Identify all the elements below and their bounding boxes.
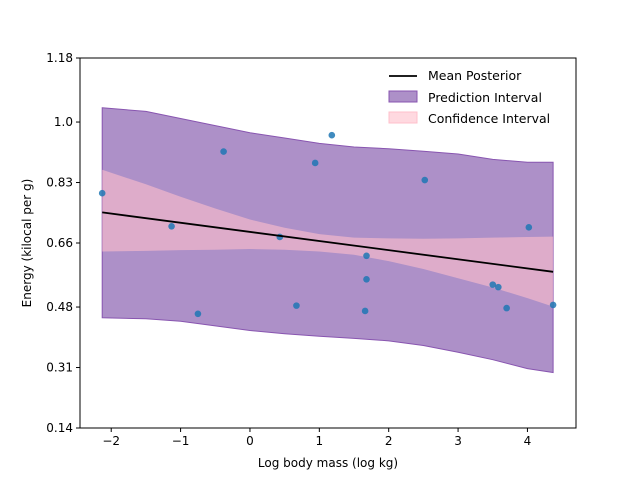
y-tick-label: 0.83 bbox=[46, 176, 73, 190]
x-tick-label: 4 bbox=[524, 434, 532, 448]
confidence-interval-band bbox=[102, 169, 554, 307]
legend-prediction-interval-label: Prediction Interval bbox=[428, 90, 542, 105]
legend-prediction-interval-swatch bbox=[388, 90, 418, 103]
data-point-8 bbox=[361, 307, 369, 315]
data-point-2 bbox=[194, 310, 202, 318]
legend: Mean Posterior Prediction Interval Confi… bbox=[388, 68, 550, 126]
y-tick-label: 0.14 bbox=[46, 421, 73, 435]
data-point-14 bbox=[503, 304, 510, 312]
y-axis-label: Energy (kilocal per g) bbox=[20, 179, 34, 308]
data-point-11 bbox=[421, 176, 429, 184]
x-tick-label: 0 bbox=[246, 434, 254, 448]
data-point-1 bbox=[168, 222, 175, 230]
x-tick-label: 3 bbox=[454, 434, 462, 448]
x-axis-label: Log body mass (log kg) bbox=[258, 456, 398, 470]
mean-posterior-line bbox=[102, 211, 554, 273]
x-axis: −2 −1 0 1 2 3 4 bbox=[102, 428, 531, 448]
data-point-10 bbox=[363, 275, 370, 283]
y-tick-label: 0.66 bbox=[46, 236, 73, 250]
data-point-3 bbox=[220, 148, 227, 155]
plot-area bbox=[98, 107, 557, 374]
legend-confidence-interval-swatch bbox=[388, 111, 418, 124]
data-point-7 bbox=[328, 131, 336, 139]
data-point-6 bbox=[311, 159, 319, 167]
y-tick-label: 0.48 bbox=[46, 300, 73, 314]
x-tick-label: 1 bbox=[316, 434, 324, 448]
y-tick-label: 0.31 bbox=[46, 361, 73, 375]
legend-mean-posterior-label: Mean Posterior bbox=[428, 68, 522, 83]
y-axis: 0.14 0.31 0.48 0.66 0.83 1.0 1.18 bbox=[46, 51, 80, 435]
data-point-16 bbox=[549, 301, 557, 309]
y-tick-label: 1.0 bbox=[54, 115, 73, 129]
x-tick-label: −2 bbox=[102, 434, 120, 448]
data-point-9 bbox=[363, 252, 370, 260]
data-point-5 bbox=[293, 302, 300, 309]
y-tick-label: 1.18 bbox=[46, 51, 73, 65]
data-point-0 bbox=[98, 189, 106, 197]
x-tick-label: 2 bbox=[385, 434, 393, 448]
legend-confidence-interval-label: Confidence Interval bbox=[428, 111, 550, 126]
data-point-12 bbox=[489, 281, 497, 288]
x-tick-label: −1 bbox=[172, 434, 190, 448]
data-point-15 bbox=[525, 224, 533, 231]
data-point-13 bbox=[495, 283, 502, 291]
